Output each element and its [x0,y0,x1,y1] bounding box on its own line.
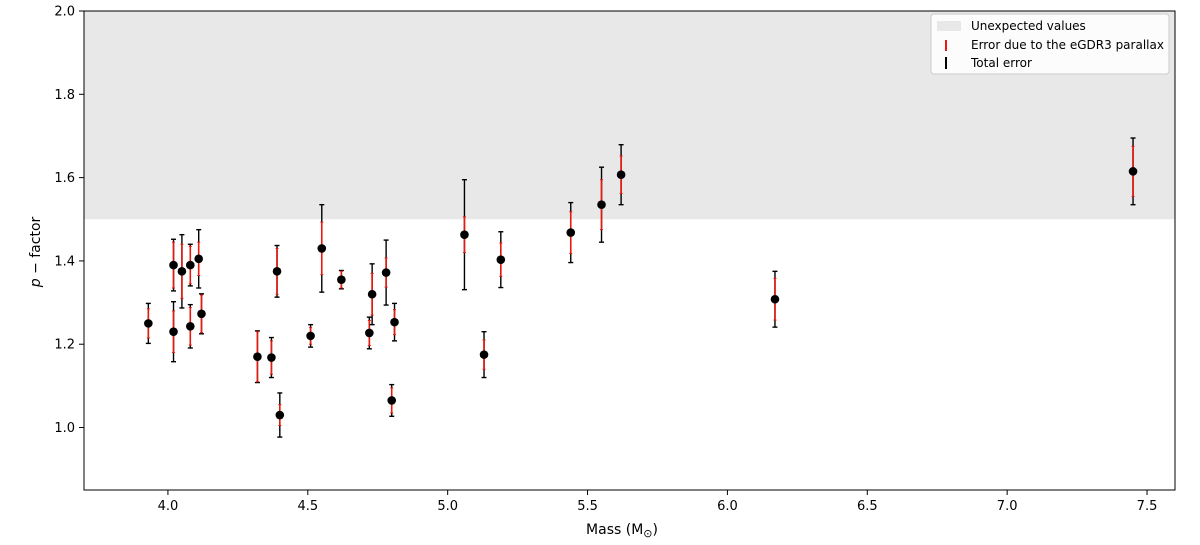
data-point-group [253,330,262,384]
data-point [597,200,606,209]
data-point-group [496,231,506,289]
legend-box [930,13,1170,75]
data-point [306,331,315,341]
y-tick-label: 1.6 [54,171,75,186]
x-tick-label: 5.5 [577,499,598,514]
y-tick-label: 2.0 [54,5,75,20]
data-point [186,322,195,331]
data-point [381,268,391,277]
data-point-group [770,270,780,328]
data-point-group [197,293,206,335]
x-tick-label: 6.0 [717,499,738,514]
data-point-group [365,316,374,350]
x-tick-label: 4.0 [158,499,179,514]
data-point [194,254,203,264]
legend-label-total-error: Total error [970,56,1032,70]
data-point [616,170,626,179]
x-tick-label: 7.0 [997,499,1018,514]
data-point [479,350,489,359]
y-axis-label-italic: p [28,278,44,288]
data-point-group [479,331,489,379]
data-point-group [337,269,346,290]
data-point [460,230,469,239]
plot-area [83,10,1176,491]
x-tick-label: 4.5 [297,499,318,514]
data-point [186,260,195,270]
data-point-group [367,263,377,326]
x-axis-ticks: 4.0 4.5 5.0 5.5 6.0 6.5 7.0 7.5 [158,490,1158,514]
x-tick-label: 6.5 [857,499,878,514]
data-point-group [460,178,469,291]
data-point [770,294,780,304]
data-point [566,228,576,237]
data-point-group [169,238,178,292]
y-axis-ticks: 1.0 1.2 1.4 1.6 1.8 2.0 [54,5,84,436]
y-axis-label: p − factor [28,216,44,288]
x-axis-label-sun-symbol: ⊙ [643,527,652,540]
legend: Unexpected values Error due to the eGDR3… [930,13,1170,75]
x-axis-label: Mass (M⊙) [586,522,658,540]
data-point-group [144,302,153,345]
data-point-group [381,239,391,306]
data-point-group [387,383,397,417]
data-point-group [194,228,203,289]
data-point-group [272,244,282,298]
data-point [317,244,327,253]
data-point-group [275,392,285,438]
data-point-group [317,203,327,293]
y-tick-label: 1.4 [54,254,75,269]
data-point-group [566,201,576,264]
data-point [197,309,206,319]
x-tick-label: 5.0 [437,499,458,514]
data-point-group [597,166,606,243]
x-axis-label-close: ) [653,522,658,538]
data-point-group [177,233,187,309]
x-tick-label: 7.5 [1137,499,1158,514]
data-point [275,410,285,420]
legend-label-parallax-error: Error due to the eGDR3 parallax [971,38,1164,52]
y-tick-label: 1.2 [54,338,75,353]
data-point [390,317,399,327]
data-point [144,319,153,328]
y-axis-label-rest: − factor [28,216,44,278]
data-point-group [169,301,178,363]
data-point-group [306,323,315,348]
data-point [365,328,374,338]
data-point-group [1128,137,1138,206]
data-point-group [186,243,195,287]
data-point [367,289,377,299]
axes-frame [83,10,1176,491]
legend-swatch-unexpected-values [937,21,961,31]
data-point-group [267,336,276,379]
x-axis-label-main: Mass (M [586,522,643,538]
data-point [496,255,506,264]
data-point [272,267,282,276]
data-point [177,267,187,276]
data-points-layer [144,137,1138,438]
data-point [267,353,276,362]
data-point [169,327,178,337]
data-point-group [616,144,626,206]
data-point [169,260,178,270]
data-point-group [186,303,195,349]
data-point [253,352,262,362]
y-tick-label: 1.0 [54,421,75,436]
legend-label-unexpected-values: Unexpected values [971,19,1086,33]
data-point-group [390,302,399,342]
data-point [337,275,346,284]
y-tick-label: 1.8 [54,88,75,103]
data-point [387,396,397,405]
data-point [1128,167,1138,176]
